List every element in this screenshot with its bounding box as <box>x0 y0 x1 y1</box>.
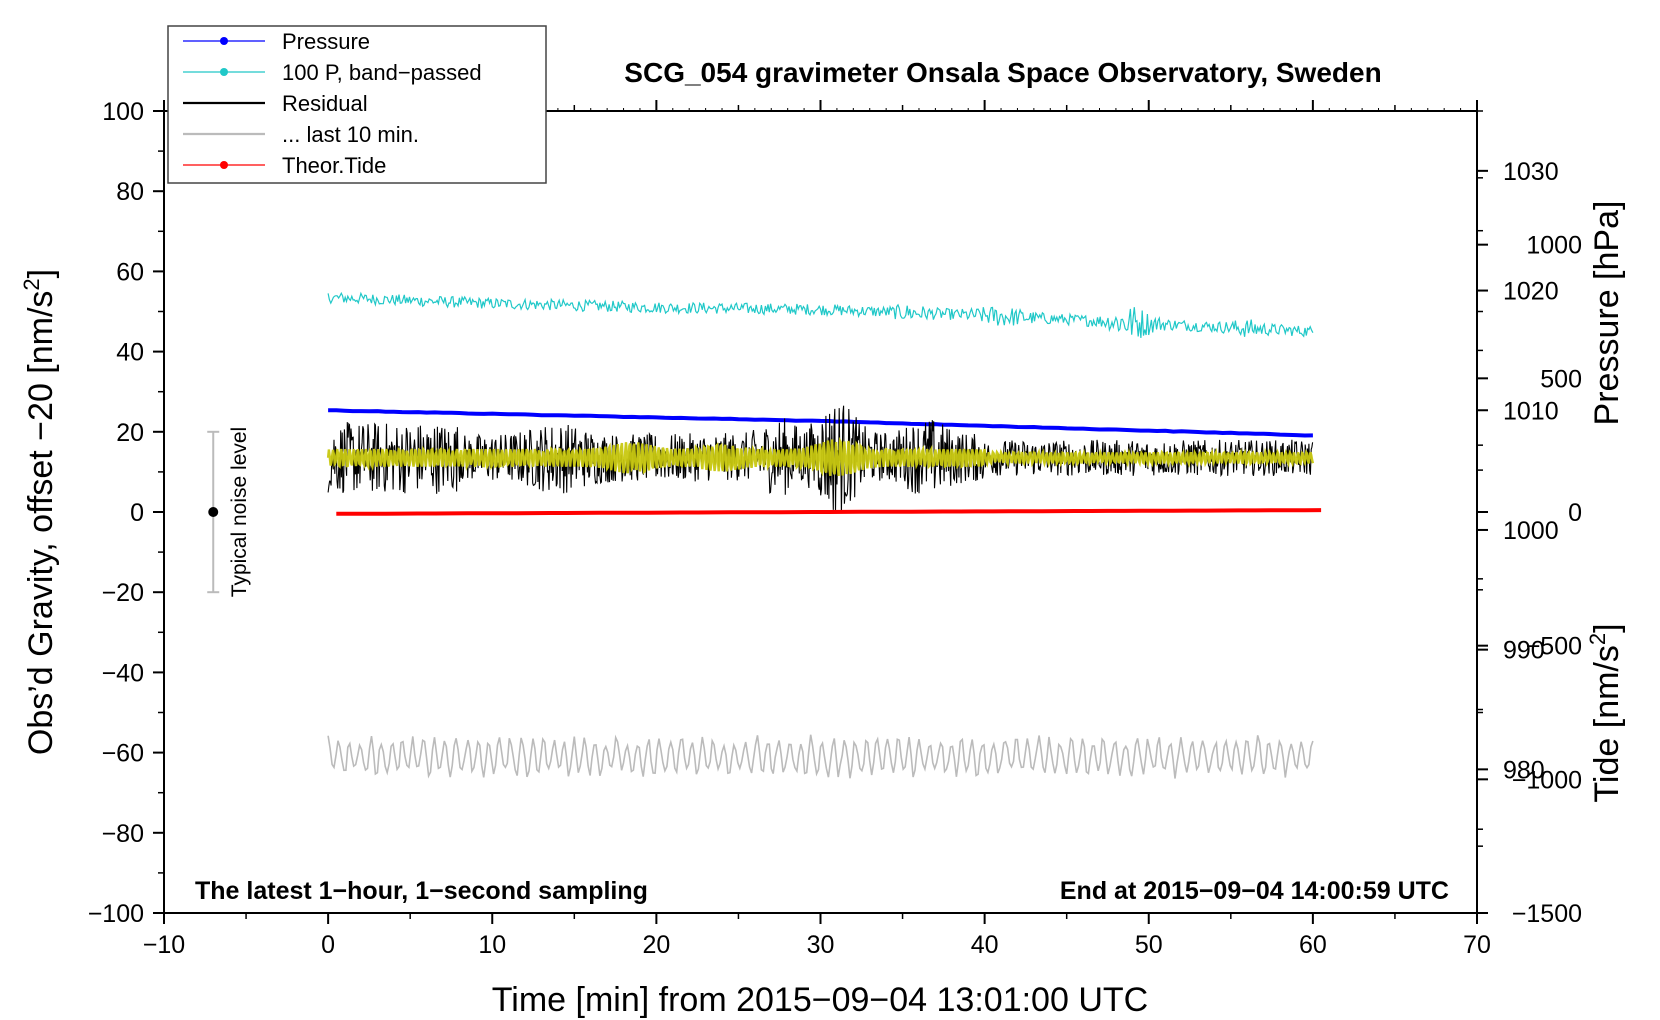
series-residual-smoothed <box>326 436 1315 477</box>
noise-bar-label: Typical noise level <box>228 427 251 597</box>
x-tick-label: 0 <box>321 931 335 959</box>
y-tick-label: −60 <box>102 740 144 768</box>
annotation-sampling: The latest 1−hour, 1−second sampling <box>195 877 648 905</box>
tide-axis: −1500 −1000 −500 0 500 1000 <box>1477 177 1582 928</box>
y-tick-label: −80 <box>102 820 144 848</box>
x-tick-label: 70 <box>1463 931 1491 959</box>
y-tick-label: 20 <box>116 419 144 447</box>
tide-axis-label-sup: 2 <box>1585 633 1610 645</box>
pressure-tick-label: 1010 <box>1503 397 1559 425</box>
legend: Pressure 100 P, band−passed Residual ... la… <box>167 25 547 184</box>
y-tick-label: −100 <box>88 900 144 928</box>
legend-marker <box>220 37 228 45</box>
y-axis-label-left-text: Obs’d Gravity, offset −20 [nm/s <box>22 291 60 756</box>
tide-axis-label-end: ] <box>1588 623 1626 632</box>
legend-label: 100 P, band−passed <box>282 60 482 85</box>
x-tick-label: 30 <box>807 931 835 959</box>
legend-label: Residual <box>282 91 368 116</box>
noise-bar: Typical noise level <box>207 427 251 597</box>
x-tick-label: 50 <box>1135 931 1163 959</box>
series-last-10-min <box>327 734 1314 779</box>
legend-label: Pressure <box>282 29 370 54</box>
series-pressure <box>328 408 1313 438</box>
series-theoretical-tide <box>336 508 1322 516</box>
pressure-tick-label: 1020 <box>1503 278 1559 306</box>
y-axis-label-left-sup: 2 <box>19 278 44 290</box>
y-tick-label: 60 <box>116 258 144 286</box>
pressure-axis-label: Pressure [hPa] <box>1588 201 1626 426</box>
x-tick-label: 10 <box>478 931 506 959</box>
legend-marker <box>220 161 228 169</box>
y-tick-label: 0 <box>130 499 144 527</box>
y-axis-label-left-end: ] <box>22 269 60 278</box>
x-tick-label: 20 <box>642 931 670 959</box>
y-axis-left: −100 −80 −60 −40 −20 0 20 40 60 80 100 <box>88 98 164 928</box>
pressure-axis: 980 990 1000 1010 1020 1030 <box>1477 110 1559 830</box>
tide-axis-label-text: Tide [nm/s <box>1588 645 1626 802</box>
tide-tick-label: 500 <box>1540 365 1582 393</box>
annotation-end-time: End at 2015−09−04 14:00:59 UTC <box>1060 877 1449 905</box>
x-axis: −10 0 10 20 30 40 50 60 70 <box>143 100 1491 959</box>
pressure-tick-label: 1000 <box>1503 517 1559 545</box>
tide-tick-label: −1500 <box>1512 900 1582 928</box>
y-tick-label: −40 <box>102 659 144 687</box>
noise-bar-center <box>208 507 219 517</box>
legend-label: Theor.Tide <box>282 153 386 178</box>
tide-tick-label: 0 <box>1568 499 1582 527</box>
y-tick-label: −20 <box>102 579 144 607</box>
chart-title: SCG_054 gravimeter Onsala Space Observat… <box>624 57 1381 88</box>
x-axis-label: Time [min] from 2015−09−04 13:01:00 UTC <box>492 981 1148 1019</box>
y-tick-label: 40 <box>116 339 144 367</box>
legend-marker <box>220 68 228 76</box>
pressure-tick-label: 990 <box>1503 637 1545 665</box>
y-tick-label: 80 <box>116 178 144 206</box>
pressure-tick-label: 980 <box>1503 756 1545 784</box>
x-tick-label: 40 <box>971 931 999 959</box>
pressure-tick-label: 1030 <box>1503 158 1559 186</box>
y-tick-label: 100 <box>102 98 144 126</box>
x-tick-label: −10 <box>143 931 185 959</box>
legend-label: ... last 10 min. <box>282 122 419 147</box>
legend-box <box>167 25 547 184</box>
tide-tick-label: −500 <box>1526 633 1582 661</box>
tide-axis-label: Tide [nm/s2] <box>1585 623 1626 802</box>
tide-tick-label: −1000 <box>1512 766 1582 794</box>
x-tick-label: 60 <box>1299 931 1327 959</box>
series-layer <box>326 291 1322 779</box>
series-bandpassed-pressure <box>327 291 1314 338</box>
y-axis-label-left: Obs’d Gravity, offset −20 [nm/s2] <box>19 269 60 755</box>
tide-tick-label: 1000 <box>1526 232 1582 260</box>
